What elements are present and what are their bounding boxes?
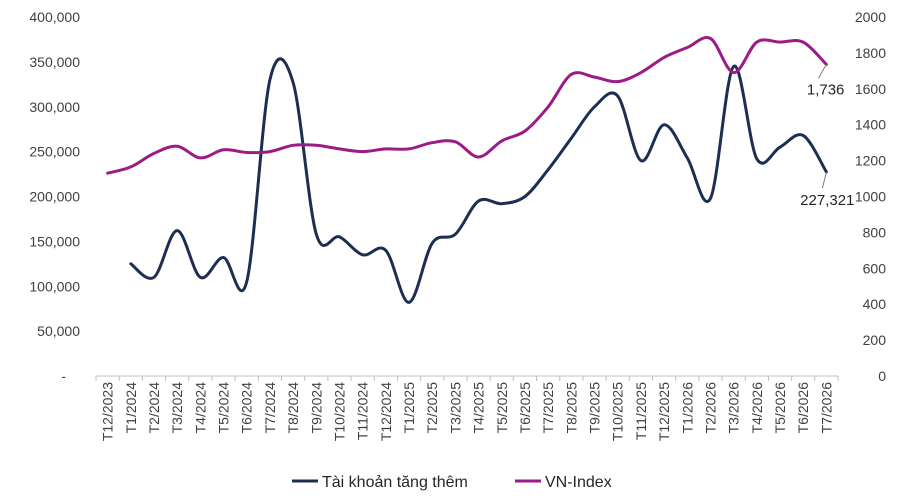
right-axis-tick-label: 600 [863, 260, 887, 276]
x-axis-tick-label: T7/2024 [262, 382, 278, 434]
x-axis-tick-label: T10/2025 [610, 382, 626, 441]
x-axis-tick-label: T2/2026 [702, 382, 718, 434]
axes-layer: - 50,000 100,000 150,000 200,000 250,000 300,0… [29, 9, 886, 441]
x-axis-tick-label: T1/2025 [401, 382, 417, 434]
x-axis-tick-label: T11/2025 [633, 382, 649, 440]
annotation-leader-line [817, 64, 827, 79]
x-axis-tick-label: T6/2026 [795, 382, 811, 434]
x-axis-tick-label: T2/2025 [424, 382, 440, 434]
x-axis-tick-label: T8/2025 [563, 382, 579, 434]
x-axis-tick-label: T4/2024 [192, 382, 208, 434]
right-axis-tick-label: 1800 [855, 45, 886, 61]
left-axis-tick-label: 250,000 [29, 144, 80, 160]
left-axis-tick-label: 400,000 [29, 9, 80, 25]
x-axis-tick-label: T2/2024 [146, 382, 162, 434]
left-axis-tick-label: 100,000 [29, 278, 80, 294]
x-axis-tick-label: T3/2025 [447, 382, 463, 434]
x-axis-tick-label: T3/2026 [726, 382, 742, 434]
left-axis-tick-label: 50,000 [37, 323, 80, 339]
x-axis-tick-label: T3/2024 [169, 382, 185, 434]
left-axis-tick-label: - [61, 368, 66, 384]
x-axis-tick-label: T8/2024 [285, 382, 301, 434]
x-axis-tick-label: T5/2024 [216, 382, 232, 434]
x-axis-tick-label: T12/2023 [100, 382, 116, 441]
x-axis-tick-label: T12/2025 [656, 382, 672, 441]
right-axis-tick-label: 800 [863, 224, 887, 240]
right-axis-tick-label: 1600 [855, 81, 886, 97]
series-line-vnindex [106, 36, 828, 175]
x-axis-tick-label: T12/2024 [378, 382, 394, 441]
annotations-layer: 1,736 227,321 [800, 64, 854, 209]
annotation-leader-line [821, 171, 827, 189]
x-axis-tick-label: T5/2025 [494, 382, 510, 434]
x-axis-tick-label: T7/2025 [540, 382, 556, 434]
legend: Tài khoản tăng thêm VN-Index [292, 474, 612, 491]
right-axis-tick-label: 400 [863, 296, 887, 312]
x-axis-tick-label: T9/2024 [308, 382, 324, 434]
right-axis-tick-label: 0 [878, 368, 886, 384]
legend-label-vnindex: VN-Index [545, 474, 612, 491]
series-layer [106, 36, 828, 304]
right-axis-tick-label: 1400 [855, 117, 886, 133]
right-axis-tick-label: 200 [863, 332, 887, 348]
x-axis-tick-label: T7/2026 [818, 382, 834, 434]
x-axis-tick-label: T6/2024 [239, 382, 255, 434]
right-axis-tick-label: 1000 [855, 189, 886, 205]
right-axis-tick-label: 1200 [855, 153, 886, 169]
left-axis-tick-label: 150,000 [29, 233, 80, 249]
right-axis-tick-label: 2000 [855, 9, 886, 25]
left-axis-tick-label: 200,000 [29, 189, 80, 205]
left-axis-tick-label: 350,000 [29, 54, 80, 70]
series-line-accounts [129, 57, 828, 304]
legend-label-accounts: Tài khoản tăng thêm [322, 474, 468, 491]
annotation-last-accounts: 227,321 [800, 192, 854, 209]
x-axis-tick-label: T6/2025 [517, 382, 533, 434]
x-axis-tick-label: T11/2024 [355, 382, 371, 440]
left-axis-tick-label: 300,000 [29, 99, 80, 115]
x-axis-tick-label: T4/2026 [749, 382, 765, 434]
x-axis-tick-label: T1/2024 [123, 382, 139, 434]
x-axis-tick-label: T5/2026 [772, 382, 788, 434]
x-axis-tick-label: T9/2025 [587, 382, 603, 434]
x-axis-tick-label: T10/2024 [331, 382, 347, 441]
x-axis-tick-label: T4/2025 [471, 382, 487, 434]
annotation-last-vnindex: 1,736 [807, 81, 845, 98]
x-axis-tick-label: T1/2026 [679, 382, 695, 434]
